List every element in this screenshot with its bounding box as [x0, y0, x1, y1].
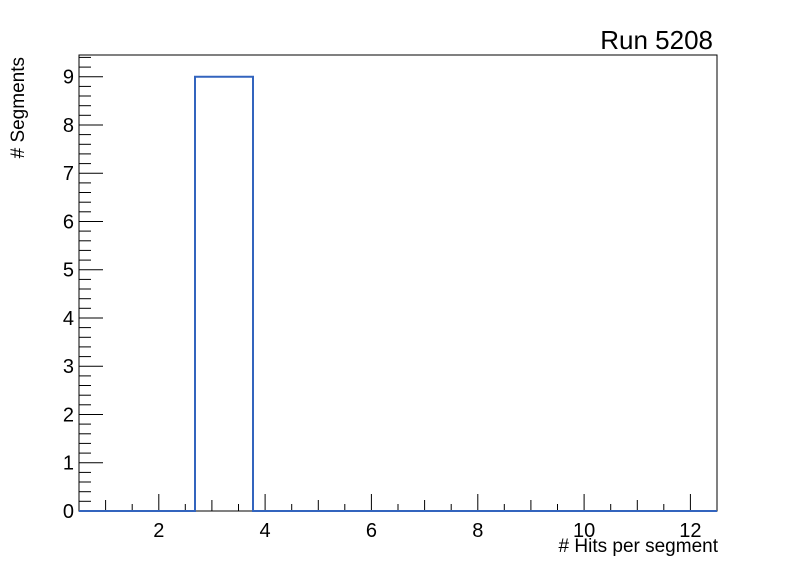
x-tick-label: 10 — [573, 520, 595, 542]
y-axis-tick-labels: 0 1 2 3 4 5 6 7 8 9 — [63, 67, 74, 523]
y-tick-label: 6 — [63, 212, 74, 234]
y-tick-label: 0 — [63, 501, 74, 523]
y-tick-label: 3 — [63, 356, 74, 378]
x-tick-label: 2 — [153, 520, 164, 542]
y-tick-label: 1 — [63, 453, 74, 475]
y-tick-label: 2 — [63, 405, 74, 427]
y-tick-label: 7 — [63, 163, 74, 185]
x-tick-label: 4 — [260, 520, 271, 542]
histogram-line — [79, 75, 717, 512]
plot-frame — [78, 54, 718, 512]
chart-title: Run 5208 — [600, 25, 713, 55]
x-tick-label: 6 — [366, 520, 377, 542]
x-axis-tick-labels: 2 4 6 8 10 12 — [153, 520, 701, 542]
x-tick-label: 12 — [679, 520, 701, 542]
y-axis-title: # Segments — [8, 57, 29, 158]
x-axis-title: # Hits per segment — [559, 536, 719, 557]
y-tick-label: 5 — [63, 260, 74, 282]
y-tick-label: 4 — [63, 308, 74, 330]
x-tick-label: 8 — [472, 520, 483, 542]
x-axis-ticks — [105, 494, 691, 511]
y-axis-ticks — [79, 56, 103, 512]
y-tick-label: 9 — [63, 67, 74, 89]
y-tick-label: 8 — [63, 115, 74, 137]
